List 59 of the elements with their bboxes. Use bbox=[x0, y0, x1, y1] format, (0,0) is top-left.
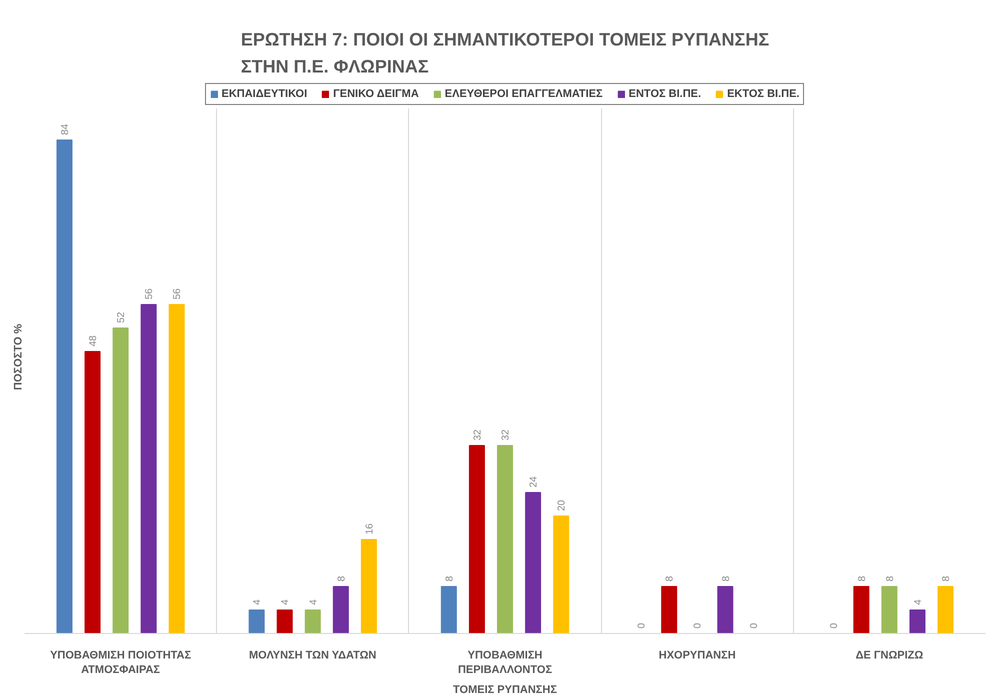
x-tick-label: ΥΠΟΒΑΘΜΙΣΗ ΠΕΡΙΒΑΛΛΟΝΤΟΣ bbox=[458, 650, 552, 676]
bar bbox=[360, 539, 377, 634]
bar bbox=[909, 610, 926, 634]
data-label: 20 bbox=[556, 499, 568, 511]
bar bbox=[276, 610, 293, 634]
bar bbox=[661, 586, 678, 634]
data-label: 4 bbox=[280, 599, 292, 605]
bar bbox=[938, 586, 954, 634]
x-tick-label: ΗΧΟΡΥΠΑΝΣΗ bbox=[658, 650, 736, 662]
legend-label: ΓΕΝΙΚΟ ΔΕΙΓΜΑ bbox=[333, 88, 419, 100]
x-tick-label: ΥΠΟΒΑΘΜΙΣΗ ΠΟΙΟΤΗΤΑΣ ΑΤΜΟΣΦΑΙΡΑΣ bbox=[50, 650, 192, 676]
data-label: 8 bbox=[856, 576, 868, 582]
data-label: 8 bbox=[884, 576, 896, 582]
y-axis-title: ΠΟΣΟΣΤΟ % bbox=[12, 324, 24, 390]
data-label: 4 bbox=[252, 599, 264, 605]
bar bbox=[717, 586, 734, 634]
bar bbox=[84, 351, 101, 634]
bar bbox=[168, 304, 185, 634]
data-label: 24 bbox=[528, 476, 540, 488]
data-label: 8 bbox=[941, 576, 952, 582]
legend-label: ΕΚΠΑΙΔΕΥΤΙΚΟΙ bbox=[222, 88, 308, 100]
data-label: 16 bbox=[364, 522, 376, 534]
x-tick-label: ΔΕ ΓΝΩΡΙΖΩ bbox=[856, 650, 924, 662]
data-label: 8 bbox=[336, 576, 348, 582]
x-tick-label: ΜΟΛΥΝΣΗ ΤΩΝ ΥΔΑΤΩΝ bbox=[249, 650, 376, 662]
data-label: 56 bbox=[172, 288, 184, 300]
data-label: 0 bbox=[748, 622, 760, 628]
x-axis-title: ΤΟΜΕΙΣ ΡΥΠΑΝΣΗΣ bbox=[453, 684, 558, 696]
data-label: 0 bbox=[636, 622, 648, 628]
legend-label: ΕΛΕΥΘΕΡΟΙ ΕΠΑΓΓΕΛΜΑΤΙΕΣ bbox=[444, 88, 603, 100]
data-label: 8 bbox=[444, 576, 456, 582]
chart-title: ΕΡΩΤΗΣΗ 7: ΠΟΙΟΙ ΟΙ ΣΗΜΑΝΤΙΚΟΤΕΡΟΙ ΤΟΜΕΙΣ ΡΥΠΑΝΣΗΣ ΣΤΗΝ Π.Ε. ΦΛΩΡΙΝΑΣ bbox=[240, 30, 770, 76]
data-label: 4 bbox=[912, 599, 924, 605]
bar bbox=[332, 586, 349, 634]
data-label: 4 bbox=[308, 599, 320, 605]
bar bbox=[525, 492, 542, 634]
data-label: 32 bbox=[500, 428, 512, 440]
legend-label: ΕΝΤΟΣ ΒΙ.ΠΕ. bbox=[628, 88, 702, 100]
data-label: 52 bbox=[116, 311, 128, 323]
bar bbox=[468, 445, 485, 634]
bar bbox=[440, 586, 457, 634]
bar bbox=[853, 586, 870, 634]
data-label: 56 bbox=[144, 288, 156, 300]
data-label: 0 bbox=[692, 622, 704, 628]
data-label: 8 bbox=[720, 576, 732, 582]
bar bbox=[248, 610, 265, 634]
data-label: 0 bbox=[828, 622, 840, 628]
bar bbox=[304, 610, 321, 634]
data-label: 32 bbox=[472, 428, 484, 440]
bar bbox=[56, 140, 72, 634]
legend-label: ΕΚΤΟΣ ΒΙ.ΠΕ. bbox=[727, 88, 800, 100]
data-label: 8 bbox=[664, 576, 676, 582]
bar bbox=[140, 304, 157, 634]
bar bbox=[497, 445, 513, 634]
data-label: 48 bbox=[88, 334, 100, 346]
bar bbox=[112, 328, 129, 634]
bar bbox=[553, 516, 570, 634]
data-label: 84 bbox=[60, 123, 71, 135]
bar bbox=[881, 586, 898, 634]
